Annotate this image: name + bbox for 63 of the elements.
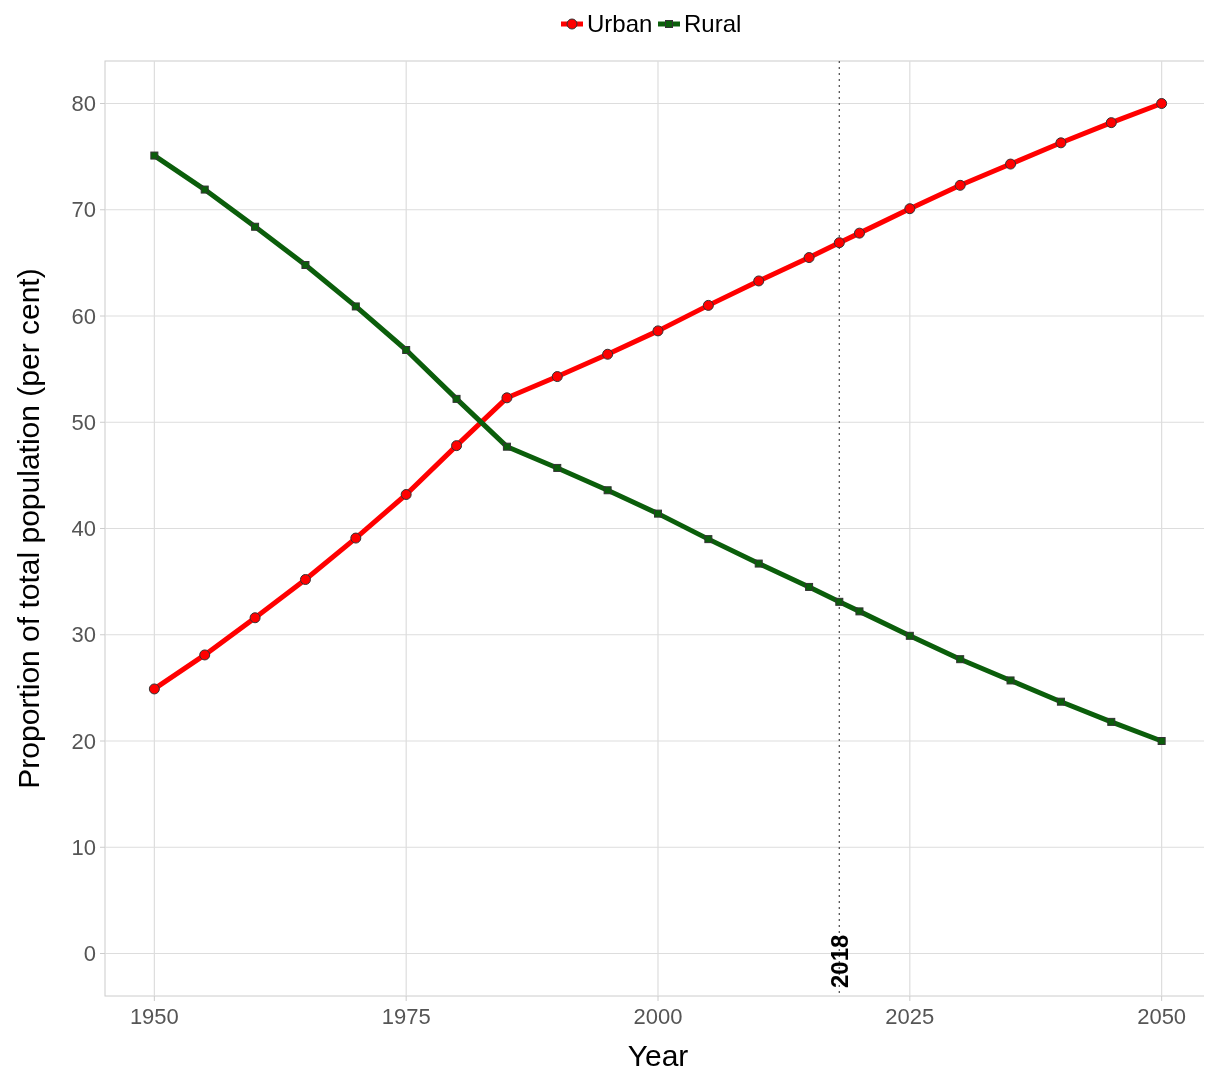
y-tick-label: 50 (71, 409, 96, 435)
point (855, 607, 864, 616)
x-tick-label: 1950 (129, 1004, 179, 1029)
point (654, 509, 662, 518)
x-tick-label: 2000 (633, 1004, 683, 1029)
point (702, 299, 714, 311)
point (351, 302, 360, 311)
point (400, 489, 412, 500)
legend-label: Urban (587, 10, 653, 38)
point (652, 325, 664, 337)
point (451, 440, 463, 452)
x-tick-label: 2025 (885, 1004, 935, 1029)
point (803, 252, 815, 264)
point (754, 559, 763, 568)
point (402, 346, 411, 354)
point (299, 574, 311, 585)
x-axis-title: Year (627, 1039, 689, 1072)
point (350, 532, 362, 544)
y-tick-label: 20 (71, 728, 96, 754)
point (603, 486, 612, 495)
point (956, 655, 965, 664)
point (502, 442, 511, 451)
y-tick-label: 30 (71, 622, 96, 648)
point (301, 261, 310, 269)
y-tick-label: 80 (71, 91, 96, 117)
point (551, 371, 563, 383)
point (1006, 676, 1015, 685)
point (602, 348, 614, 360)
ref-line-label: 2018 (825, 934, 853, 988)
point (833, 237, 845, 249)
point (452, 394, 461, 403)
point (251, 222, 260, 231)
y-axis-title: Proportion of total population (per cent) (11, 268, 45, 789)
point (501, 392, 513, 404)
point (150, 151, 159, 160)
point (1156, 98, 1168, 109)
point (1005, 158, 1017, 170)
y-tick-label: 60 (71, 303, 96, 329)
point (835, 597, 844, 606)
point (249, 612, 261, 624)
point (199, 649, 211, 661)
point (905, 631, 914, 640)
point (148, 683, 160, 695)
legend-label: Rural (684, 10, 742, 38)
x-tick-label: 1975 (381, 1004, 431, 1029)
y-tick-label: 10 (71, 834, 96, 860)
y-tick-label: 0 (83, 941, 96, 967)
point (954, 179, 966, 191)
x-tick-label: 2050 (1137, 1004, 1187, 1029)
point (753, 275, 765, 287)
point (1056, 697, 1065, 706)
point (904, 203, 916, 215)
point (553, 463, 562, 472)
point (704, 535, 713, 544)
point (853, 227, 865, 239)
point (1107, 717, 1116, 726)
point (1157, 737, 1166, 745)
point (805, 582, 814, 591)
point (1105, 117, 1117, 129)
y-tick-label: 40 (71, 516, 96, 542)
point (1055, 137, 1067, 149)
y-tick-label: 70 (71, 197, 96, 223)
point (200, 185, 209, 194)
